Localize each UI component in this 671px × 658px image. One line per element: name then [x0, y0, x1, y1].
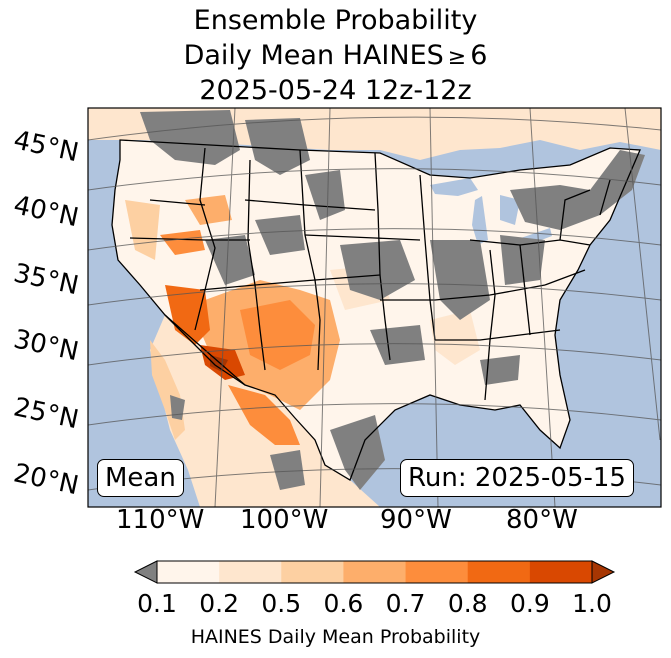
mean-label-box: Mean	[97, 459, 184, 497]
title-line-1: Ensemble Probability	[193, 5, 478, 36]
nodata-patch	[140, 110, 240, 165]
lake-superior	[430, 178, 478, 196]
northeast-nodata	[510, 150, 645, 230]
colorbar-over-arrow	[591, 560, 616, 584]
nodata-patch	[340, 240, 415, 300]
nodata-patch	[255, 215, 305, 255]
lon-label-90: 90°W	[380, 505, 452, 535]
gulf-coast-area	[430, 310, 480, 365]
colorbar-segment	[467, 561, 531, 583]
nodata-patch	[245, 118, 310, 175]
state-borders	[111, 139, 641, 481]
idaho-area	[185, 195, 232, 225]
title-line-3: 2025-05-24 12z-12z	[199, 75, 472, 106]
title-variable: Daily Mean HAINES	[183, 40, 444, 71]
colorbar-segment	[405, 561, 469, 583]
colorbar-under-arrow	[133, 560, 158, 584]
mexico-nodata	[270, 450, 305, 490]
border-max-area	[210, 355, 228, 372]
nevada-area	[160, 230, 205, 255]
colorbar-segment	[529, 561, 593, 583]
conus-land	[112, 140, 640, 480]
nodata-patch	[205, 235, 255, 285]
colorbar-tick-label: 0.8	[447, 589, 488, 618]
mexico-high-area	[228, 385, 300, 445]
colorbar-segment	[157, 561, 220, 583]
nodata-patch	[500, 235, 545, 285]
nodata-patch	[430, 240, 490, 320]
title-ge-symbol: ≥	[447, 45, 467, 70]
colorbar-tick-label: 0.9	[509, 589, 550, 618]
lon-label-100: 100°W	[240, 505, 329, 535]
nodata-patch	[370, 325, 425, 365]
run-date-box: Run: 2025-05-15	[400, 459, 634, 497]
colorbar-segment	[343, 561, 407, 583]
title-threshold: 6	[470, 40, 488, 71]
colorbar-segment	[281, 561, 344, 583]
colorbar-tick-label: 0.7	[385, 589, 426, 618]
lon-label-110: 110°W	[116, 505, 205, 535]
lon-label-80: 80°W	[506, 505, 578, 535]
colorbar-segment	[219, 561, 282, 583]
colorbar-outline	[156, 560, 593, 584]
title-line-2: Daily Mean HAINES ≥6	[0, 39, 671, 75]
colorbar-tick-label: 1.0	[572, 589, 612, 618]
arizona-high-area	[165, 285, 210, 345]
lake-michigan	[472, 196, 488, 245]
colorbar-tick-label: 0.5	[261, 589, 302, 618]
colorbar-label: HAINES Daily Mean Probability	[190, 626, 481, 648]
map-frame	[87, 107, 662, 508]
colorbar-tick-label: 0.2	[199, 589, 240, 618]
colorbar-tick-label: 0.6	[323, 589, 364, 618]
colorbar-tick-label: 0.1	[137, 589, 177, 618]
nodata-patch	[480, 355, 520, 385]
lake-huron	[500, 195, 520, 225]
california-area	[125, 200, 160, 260]
